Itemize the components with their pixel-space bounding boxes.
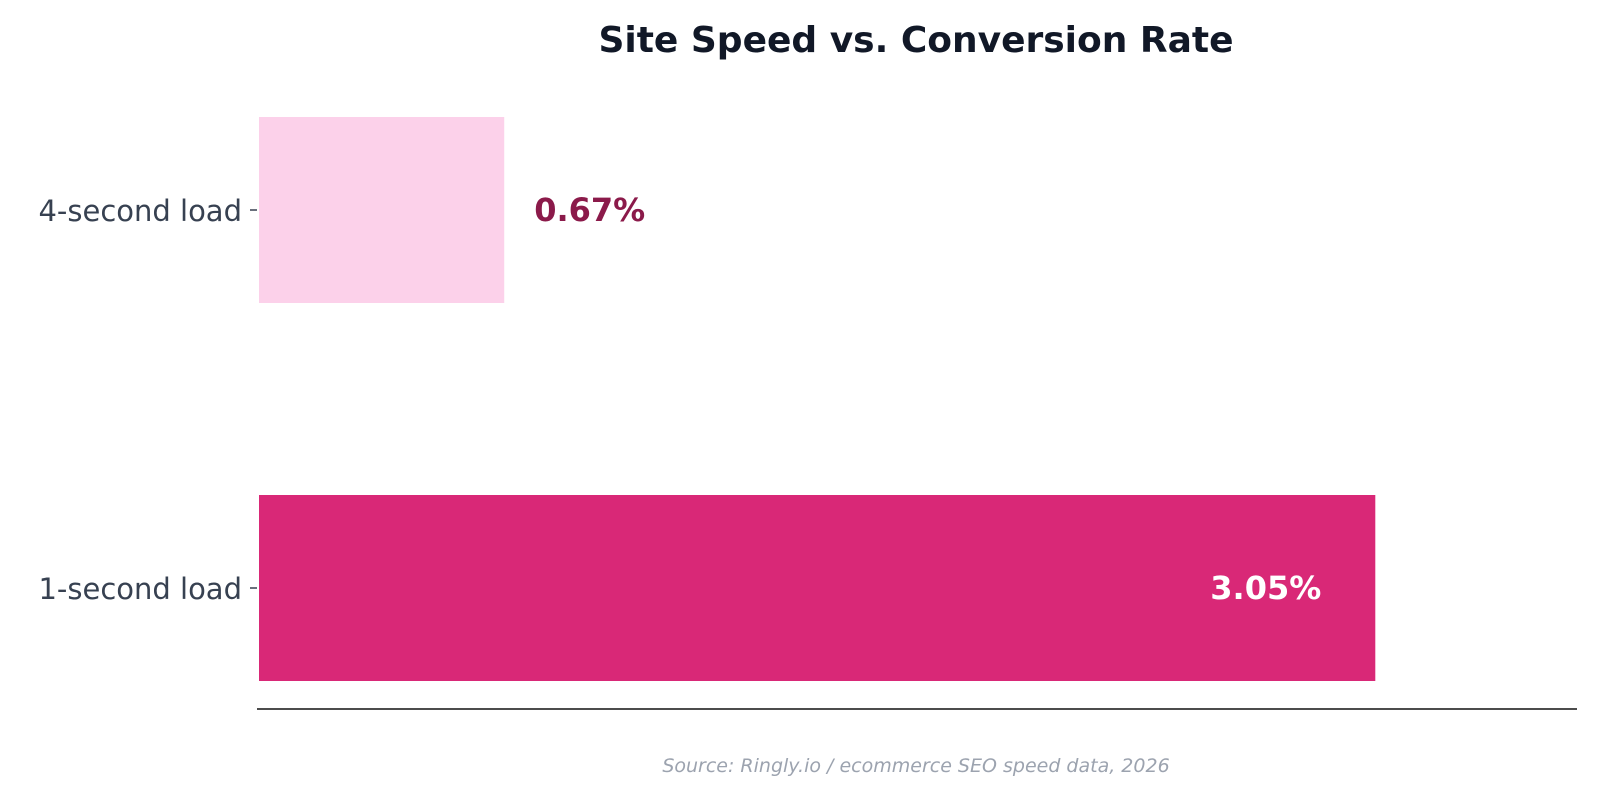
bar-1 — [259, 495, 1376, 681]
source-note: Source: Ringly.io / ecommerce SEO speed … — [662, 755, 1169, 777]
bars-group: 4-second load 0.67% 1-second load 3.05% — [38, 117, 1376, 681]
chart-title: Site Speed vs. Conversion Rate — [598, 20, 1233, 61]
value-label-0: 0.67% — [534, 191, 645, 229]
y-tick-label-0: 4-second load — [38, 194, 242, 228]
y-tick-label-1: 1-second load — [38, 572, 242, 606]
bar-0 — [259, 117, 505, 303]
value-label-1: 3.05% — [1210, 569, 1321, 607]
